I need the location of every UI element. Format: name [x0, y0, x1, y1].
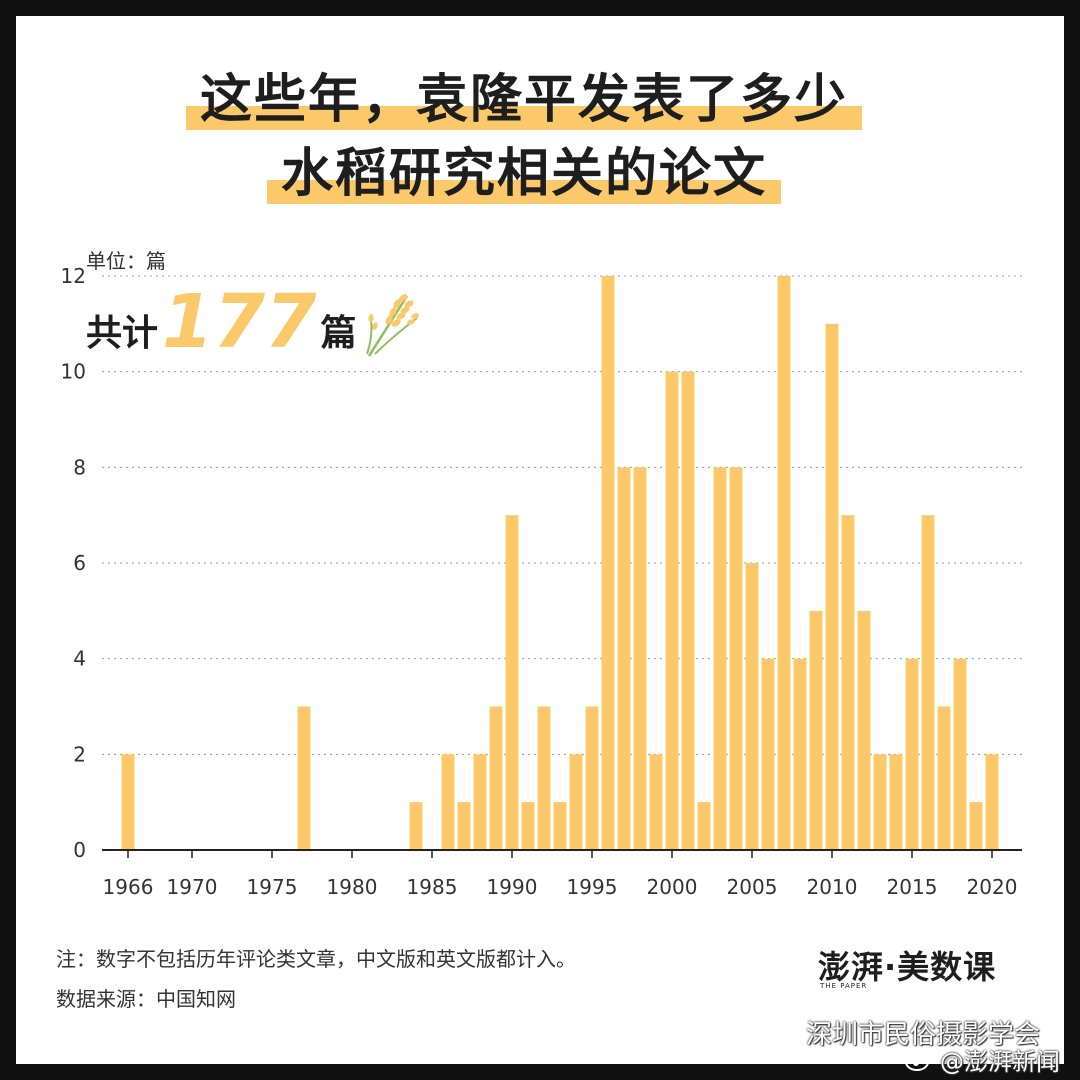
bar — [633, 467, 647, 850]
y-tick-label: 2 — [73, 742, 86, 766]
x-tick-label: 2005 — [727, 875, 778, 899]
x-tick-label: 2015 — [887, 875, 938, 899]
watermark-society-text: 深圳市民俗摄影学会 — [806, 1020, 1041, 1050]
bar — [681, 371, 695, 850]
title-line-2: 水稻研究相关的论文 — [0, 142, 1048, 206]
bar — [969, 802, 983, 850]
y-tick-label: 10 — [61, 360, 86, 384]
watermark-society: 深圳市民俗摄影学会 — [770, 1014, 1040, 1051]
x-tick-label: 1995 — [567, 875, 618, 899]
y-tick-label: 12 — [61, 264, 86, 288]
bar — [825, 323, 839, 850]
bar — [617, 467, 631, 850]
x-tick-label: 1966 — [103, 875, 154, 899]
x-tick-label: 2000 — [647, 875, 698, 899]
y-tick-label: 8 — [73, 455, 86, 479]
bar — [521, 802, 535, 850]
bar — [777, 276, 791, 850]
x-tick-label: 1990 — [487, 875, 538, 899]
bar — [457, 802, 471, 850]
total-value: 177 — [162, 279, 317, 365]
bar — [537, 706, 551, 850]
x-tick-label: 2020 — [967, 875, 1018, 899]
x-tick-label: 2010 — [807, 875, 858, 899]
bar — [121, 754, 135, 850]
bar — [505, 515, 519, 850]
bar — [841, 515, 855, 850]
bar — [937, 706, 951, 850]
bar — [585, 706, 599, 850]
bar — [409, 802, 423, 850]
x-tick-label: 1980 — [327, 875, 378, 899]
bar — [905, 658, 919, 850]
total-count: 共计 177 篇 — [86, 282, 423, 362]
data-source: 数据来源：中国知网 — [56, 987, 236, 1011]
title-line-1: 这些年，袁隆平发表了多少 — [0, 68, 1048, 132]
bar — [889, 754, 903, 850]
total-suffix: 篇 — [320, 313, 357, 354]
footnote: 注：数字不包括历年评论类文章，中文版和英文版都计入。 — [56, 947, 576, 971]
bar — [649, 754, 663, 850]
rice-icon — [365, 294, 419, 357]
y-tick-label: 0 — [73, 838, 86, 862]
brand-logo: 澎湃·美数课 — [818, 948, 997, 986]
y-tick-label: 6 — [73, 551, 86, 575]
bar — [857, 610, 871, 850]
bar — [441, 754, 455, 850]
bar — [793, 658, 807, 850]
wechat-icon — [770, 1021, 799, 1043]
bar — [873, 754, 887, 850]
unit-label: 单位：篇 — [86, 249, 166, 273]
x-tick-label: 1975 — [247, 875, 298, 899]
bar — [697, 802, 711, 850]
bar — [809, 610, 823, 850]
bar — [761, 658, 775, 850]
bar — [985, 754, 999, 850]
bar — [489, 706, 503, 850]
x-tick-label: 1970 — [167, 875, 218, 899]
weibo-icon — [905, 1052, 929, 1071]
bar — [297, 706, 311, 850]
bar — [601, 276, 615, 850]
y-tick-label: 4 — [73, 647, 86, 671]
brand-sub: THE PAPER — [820, 982, 868, 990]
bar — [553, 802, 567, 850]
watermark-weibo: @澎湃新闻 — [904, 1042, 1060, 1077]
bar — [921, 515, 935, 850]
bar — [729, 467, 743, 850]
total-prefix: 共计 — [86, 313, 159, 354]
bar — [745, 563, 759, 850]
x-tick-label: 1985 — [407, 875, 458, 899]
bar — [713, 467, 727, 850]
bar — [473, 754, 487, 850]
bar — [665, 371, 679, 850]
bar — [569, 754, 583, 850]
watermark-weibo-text: @澎湃新闻 — [940, 1048, 1060, 1076]
bar — [953, 658, 967, 850]
